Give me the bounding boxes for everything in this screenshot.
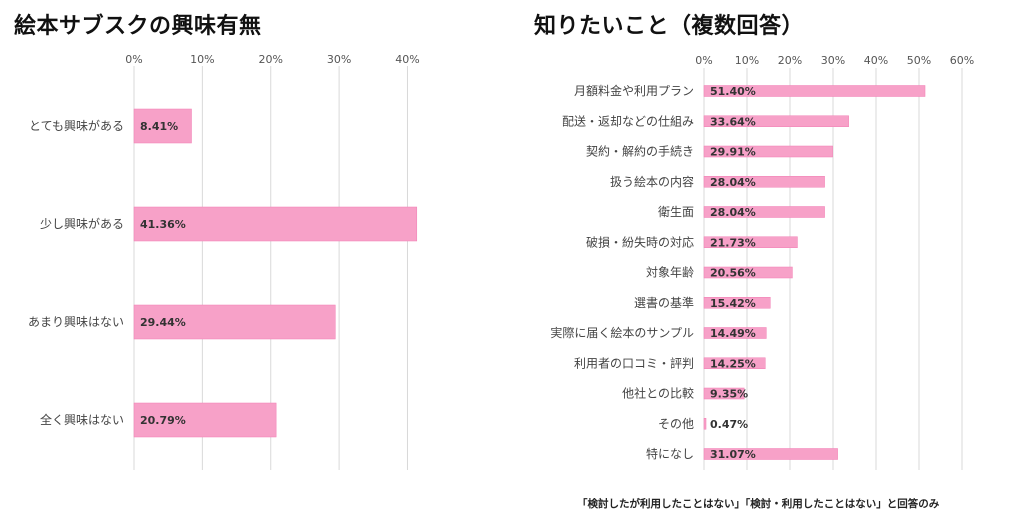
bar — [703, 206, 825, 218]
bar — [703, 176, 825, 188]
bar — [703, 266, 793, 279]
data-label: 21.73% — [710, 236, 756, 249]
x-tick-label: 0% — [125, 53, 142, 66]
data-label: 15.42% — [710, 297, 756, 310]
x-tick-label: 20% — [259, 53, 283, 66]
bar — [703, 297, 771, 309]
data-label: 51.40% — [710, 85, 756, 98]
bar — [703, 145, 833, 158]
wants-chart: 0% 10% 20% 30% 40% 50% 60% 月額料金や利用プラン 51.40% 配送・返… — [550, 54, 974, 470]
category-label: 契約・解約の手続き — [586, 144, 694, 159]
bar — [133, 108, 192, 144]
bar — [703, 85, 926, 97]
x-tick-label: 30% — [327, 53, 351, 66]
bar — [703, 357, 766, 369]
bar — [703, 327, 767, 339]
category-label: 全く興味はない — [40, 412, 124, 427]
bar — [703, 236, 798, 248]
category-label: 少し興味がある — [40, 216, 124, 231]
x-tick-label: 0% — [695, 54, 712, 67]
data-label: 9.35% — [710, 388, 748, 401]
category-label: 利用者の口コミ・評判 — [574, 355, 694, 370]
data-label: 14.25% — [710, 357, 756, 370]
category-label: あまり興味はない — [28, 315, 124, 329]
wants-chart-panel: 知りたいこと（複数回答） 0% 10% 20% 30% 40% 50% 60% 月額料金や利用… — [520, 0, 1024, 522]
category-label: 破損・紛失時の対応 — [586, 234, 694, 249]
category-label: 特になし — [646, 446, 694, 461]
x-tick-label: 50% — [907, 54, 931, 67]
bar — [703, 115, 849, 127]
category-label: 対象年齢 — [646, 265, 694, 280]
interest-chart-title: 絵本サブスクの興味有無 — [14, 14, 262, 39]
category-label: 月額料金や利用プラン — [574, 83, 694, 98]
data-label: 8.41% — [140, 120, 178, 133]
category-label: 実際に届く絵本のサンプル — [550, 325, 694, 340]
x-tick-label: 40% — [864, 54, 888, 67]
data-label: 28.04% — [710, 206, 756, 219]
x-tick-label: 10% — [735, 54, 759, 67]
data-label: 28.04% — [710, 176, 756, 189]
bar — [133, 206, 418, 242]
bar — [703, 448, 838, 460]
x-tick-label: 30% — [821, 54, 845, 67]
data-label: 33.64% — [710, 115, 756, 128]
category-label: 配送・返却などの仕組み — [562, 113, 694, 128]
x-tick-label: 10% — [190, 53, 214, 66]
wants-chart-title: 知りたいこと（複数回答） — [534, 14, 805, 39]
data-label: 0.47% — [710, 418, 748, 431]
category-label: 他社との比較 — [622, 386, 694, 401]
x-tick-label: 40% — [395, 53, 419, 66]
x-tick-label: 20% — [778, 54, 802, 67]
footnote: 「検討したが利用したことはない」「検討・利用したことはない」と回答のみ — [577, 498, 940, 510]
data-label: 29.91% — [710, 146, 756, 159]
category-label: 扱う絵本の内容 — [610, 174, 694, 189]
data-label: 14.49% — [710, 327, 756, 340]
category-label: とても興味がある — [29, 118, 124, 133]
data-label: 41.36% — [140, 218, 186, 231]
data-label: 31.07% — [710, 448, 756, 461]
data-label: 29.44% — [140, 316, 186, 329]
category-label: その他 — [658, 417, 694, 431]
bar — [133, 402, 277, 438]
bar — [133, 304, 336, 340]
data-label: 20.79% — [140, 414, 186, 427]
bar — [703, 387, 745, 400]
category-label: 衛生面 — [658, 205, 694, 219]
bar — [703, 418, 707, 430]
x-tick-label: 60% — [950, 54, 974, 67]
interest-chart-panel: 絵本サブスクの興味有無 0% 10% 20% 30% 40% とても興味がある 8.41% 少… — [0, 0, 480, 522]
category-label: 選書の基準 — [634, 295, 694, 310]
interest-chart: 0% 10% 20% 30% 40% とても興味がある 8.41% 少し興味がある 41.36%… — [28, 53, 420, 470]
data-label: 20.56% — [710, 267, 756, 280]
